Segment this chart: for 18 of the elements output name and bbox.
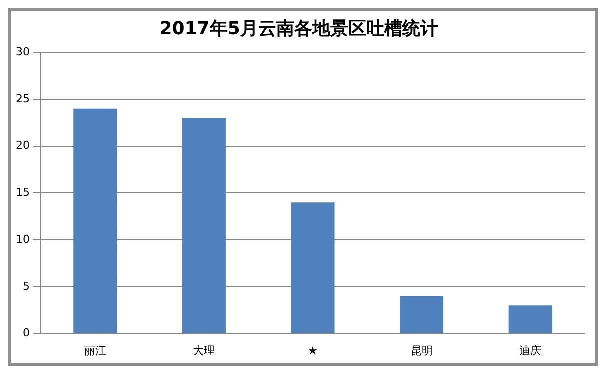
x-tick-label: 大理 xyxy=(193,344,216,358)
bar xyxy=(74,108,118,334)
x-tick-label: 昆明 xyxy=(410,344,433,358)
y-tick-label: 15 xyxy=(16,186,30,200)
y-tick-label: 0 xyxy=(22,326,30,340)
x-tick-label: 丽江 xyxy=(84,344,106,358)
bar xyxy=(400,296,444,334)
y-tick-label: 25 xyxy=(16,92,30,106)
x-tick-label: ★ xyxy=(308,344,318,358)
x-tick-label: 迪庆 xyxy=(520,344,542,358)
bar xyxy=(508,306,552,334)
y-tick-label: 30 xyxy=(16,45,30,58)
bar xyxy=(182,118,226,334)
y-tick-label: 10 xyxy=(16,232,30,246)
chart-title: 2017年5月云南各地景区吐槽统计 xyxy=(160,18,438,40)
y-tick-label: 20 xyxy=(16,139,30,152)
bar xyxy=(291,202,335,334)
y-tick-label: 5 xyxy=(22,280,30,293)
